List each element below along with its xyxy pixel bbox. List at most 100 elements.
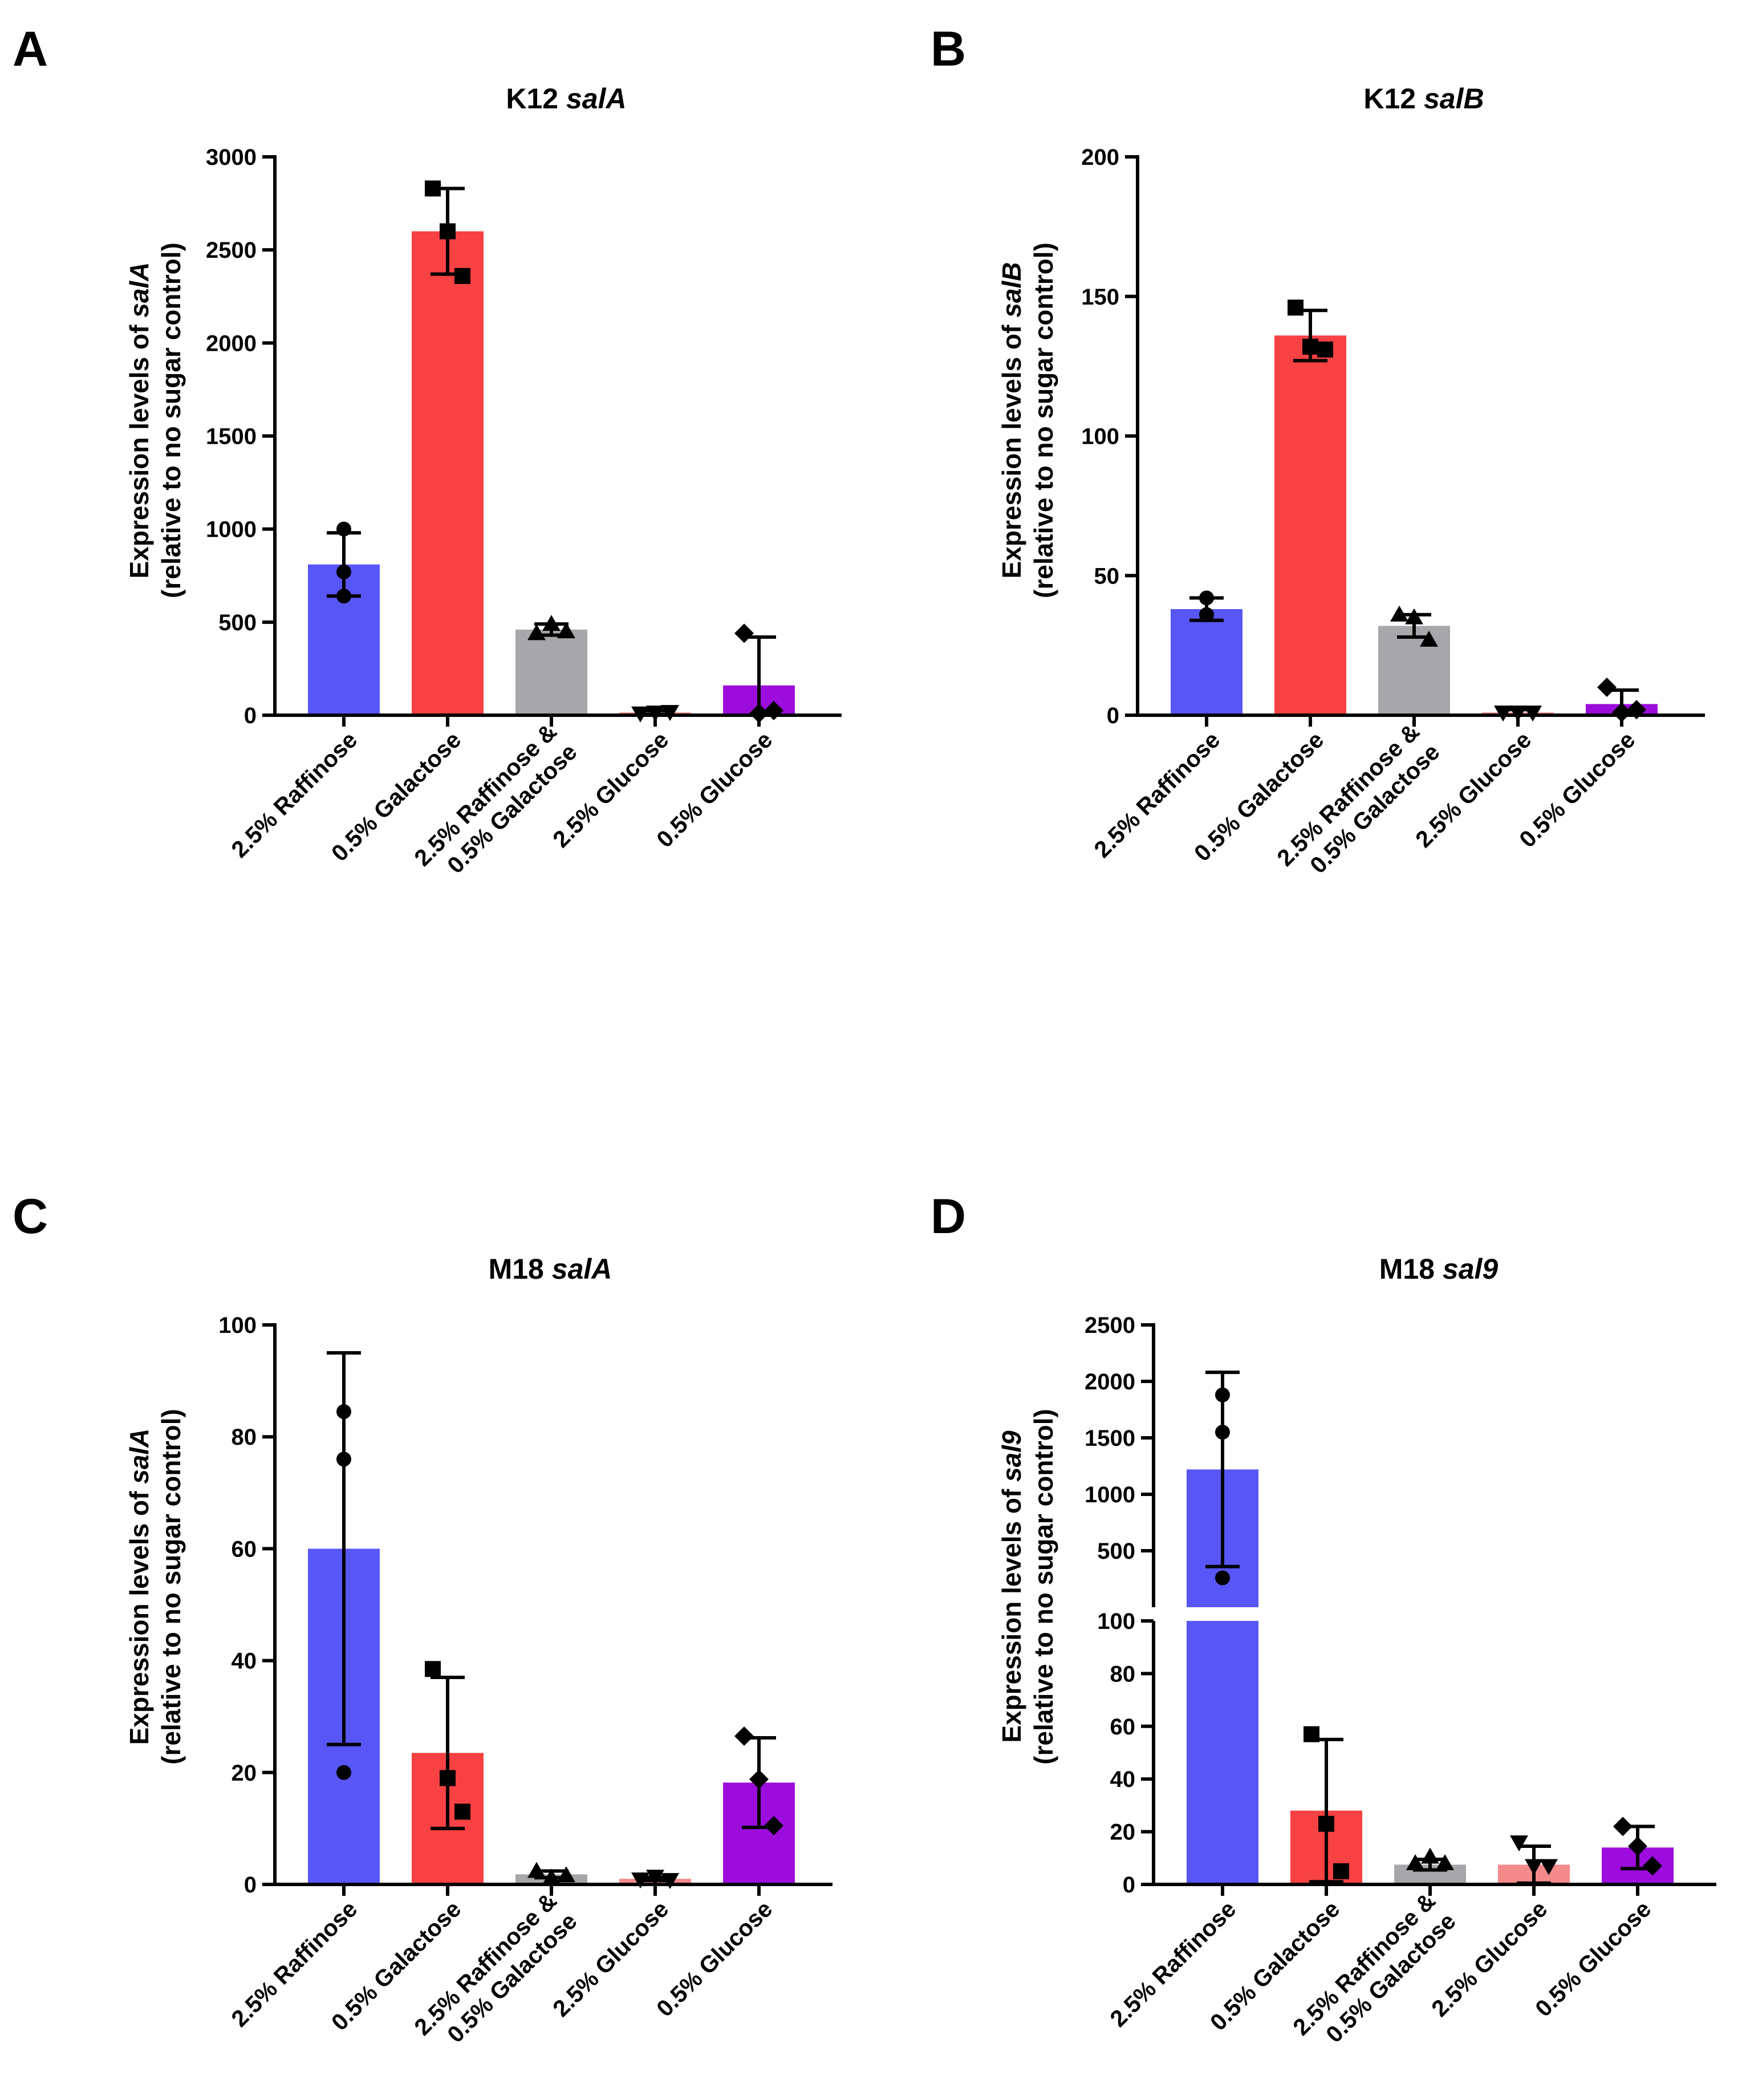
data-point — [1288, 299, 1304, 316]
data-point — [440, 1770, 456, 1786]
data-point — [1510, 1835, 1528, 1852]
bar — [412, 231, 484, 715]
data-point — [1540, 1859, 1558, 1875]
data-point — [749, 1769, 769, 1789]
data-point — [1199, 607, 1214, 622]
y-tick-label: 500 — [1097, 1539, 1135, 1564]
y-tick-label: 1500 — [206, 424, 257, 449]
y-tick-label: 3000 — [206, 145, 257, 170]
data-point — [1215, 1425, 1230, 1440]
bar — [1378, 626, 1450, 715]
data-point — [1317, 341, 1333, 358]
y-tick-label: 1000 — [206, 517, 257, 542]
y-tick-label: 80 — [232, 1425, 257, 1450]
data-point — [542, 615, 561, 631]
y-axis-label: Expression levels of sal9(relative to no… — [997, 1409, 1058, 1765]
bar — [1171, 609, 1242, 715]
data-point — [336, 564, 351, 579]
y-tick-label: 1000 — [1085, 1482, 1135, 1507]
data-point — [646, 1870, 664, 1886]
data-point — [661, 1873, 679, 1890]
y-tick-label: 40 — [1110, 1767, 1136, 1792]
y-tick-label: 1500 — [1085, 1426, 1135, 1451]
data-point — [527, 1862, 546, 1878]
data-point — [1215, 1570, 1230, 1586]
panel-letter: D — [931, 1189, 966, 1244]
data-point — [1525, 1859, 1543, 1875]
y-tick-label: 100 — [1097, 1609, 1135, 1634]
data-point — [425, 1661, 441, 1677]
data-point — [734, 623, 754, 643]
chart-title: K12 salA — [506, 83, 626, 115]
y-tick-label: 20 — [232, 1761, 257, 1786]
y-tick-label: 0 — [244, 703, 257, 728]
y-tick-label: 100 — [218, 1313, 257, 1338]
data-point — [1405, 608, 1423, 625]
y-tick-label: 60 — [232, 1537, 257, 1562]
data-point — [1318, 1815, 1334, 1832]
bar — [1274, 335, 1346, 715]
data-point — [661, 705, 679, 721]
data-point — [1302, 338, 1318, 355]
data-point — [425, 180, 441, 197]
y-tick-label: 50 — [1094, 563, 1120, 589]
data-point — [1643, 1856, 1662, 1876]
y-tick-label: 80 — [1110, 1661, 1136, 1687]
y-tick-label: 0 — [1107, 703, 1119, 728]
data-point — [749, 703, 769, 723]
data-point — [454, 267, 470, 284]
data-point — [1613, 1817, 1633, 1837]
data-point — [764, 1815, 783, 1835]
y-tick-label: 2000 — [1085, 1369, 1135, 1394]
data-point — [1215, 1387, 1230, 1402]
y-axis-label: Expression levels of salB(relative to no… — [997, 242, 1058, 598]
bar — [1187, 1621, 1258, 1884]
data-point — [1597, 678, 1617, 698]
y-tick-label: 0 — [1123, 1872, 1135, 1898]
y-tick-label: 2000 — [206, 331, 257, 356]
data-point — [1628, 1837, 1647, 1856]
data-point — [557, 622, 575, 639]
data-point — [1436, 1854, 1454, 1871]
data-point — [1421, 1847, 1439, 1864]
panel-letter: A — [13, 22, 48, 76]
y-tick-label: 500 — [218, 610, 257, 635]
y-tick-label: 200 — [1081, 145, 1119, 170]
data-point — [1420, 630, 1438, 647]
panel-letter: C — [13, 1189, 48, 1244]
y-tick-label: 100 — [1081, 424, 1119, 449]
data-point — [1406, 1854, 1424, 1871]
data-point — [454, 1803, 470, 1820]
data-point — [440, 223, 456, 240]
y-axis-label: Expression levels of salA(relative to no… — [124, 1409, 186, 1765]
y-tick-label: 0 — [244, 1872, 257, 1898]
chart-title: K12 salB — [1363, 83, 1484, 115]
panel-letter: B — [931, 22, 966, 76]
data-point — [1304, 1726, 1319, 1742]
y-tick-label: 20 — [1110, 1820, 1136, 1845]
panel-d-chart: D M18 sal9 Expression levels of sal9(rel… — [931, 1189, 1716, 2048]
data-point — [336, 1452, 351, 1467]
data-point — [1199, 590, 1214, 606]
data-point — [527, 624, 546, 640]
bar — [515, 629, 587, 715]
data-point — [1390, 605, 1408, 622]
y-tick-label: 2500 — [206, 238, 257, 263]
panel-b-chart: B K12 salB Expression levels of salB(rel… — [931, 22, 1705, 878]
data-point — [557, 1866, 575, 1883]
panel-a-chart: A K12 salA Expression levels of salA(rel… — [13, 22, 842, 878]
chart-title: M18 sal9 — [1379, 1253, 1499, 1285]
y-axis-label: Expression levels of salA(relative to no… — [124, 242, 186, 598]
data-point — [1612, 703, 1631, 723]
y-tick-label: 60 — [1110, 1714, 1136, 1740]
data-point — [336, 589, 351, 604]
data-point — [336, 521, 351, 537]
y-tick-label: 150 — [1081, 285, 1119, 310]
data-point — [336, 1404, 351, 1420]
data-point — [734, 1726, 754, 1746]
y-tick-label: 2500 — [1085, 1313, 1135, 1338]
data-point — [1333, 1863, 1349, 1879]
y-tick-label: 40 — [232, 1649, 257, 1674]
chart-title: M18 salA — [489, 1253, 612, 1285]
